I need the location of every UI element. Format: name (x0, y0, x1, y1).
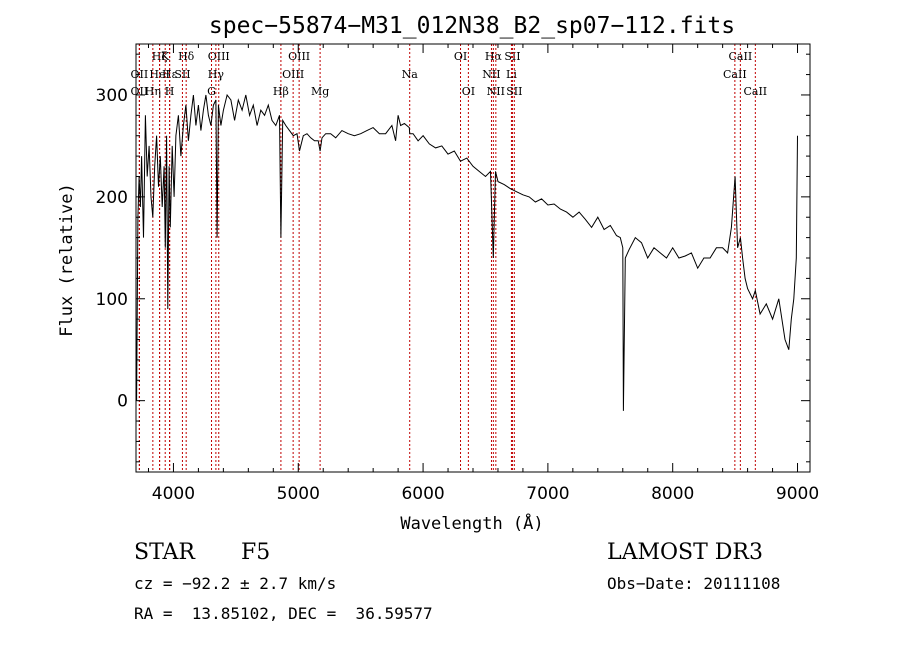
marker-label-23: Li (506, 68, 517, 81)
marker-label-27: CaII (723, 68, 747, 81)
y-tick-label-1: 100 (96, 290, 128, 310)
marker-label-18: OI (454, 50, 467, 63)
marker-label-13: OIII (288, 50, 310, 63)
spectrum-line (136, 93, 798, 411)
marker-label-7: H (165, 85, 175, 98)
object-subclass: F5 (241, 540, 271, 565)
obs-date: Obs−Date: 20111108 (607, 574, 781, 593)
marker-label-26: CaII (729, 50, 753, 63)
marker-label-5: Hη (145, 85, 161, 98)
marker-label-10: OIII (208, 50, 230, 63)
marker-label-12: G (207, 85, 216, 98)
x-tick-label-3: 7000 (526, 484, 569, 504)
marker-label-17: Na (402, 68, 419, 81)
x-tick-label-1: 5000 (277, 484, 320, 504)
marker-label-19: OI (462, 85, 475, 98)
x-tick-label-5: 9000 (776, 484, 819, 504)
survey-name: LAMOST DR3 (607, 540, 763, 565)
marker-label-21: SII (504, 50, 520, 63)
marker-label-28: CaII (743, 85, 767, 98)
marker-label-3: HeI (149, 68, 169, 81)
object-class: STAR (134, 540, 195, 565)
marker-label-16: Mg (311, 85, 329, 98)
marker-label-24: NII (487, 85, 505, 98)
x-axis-label: Wavelength (Å) (400, 512, 543, 534)
marker-label-4: Hε (162, 68, 178, 81)
redshift-info: cz = −92.2 ± 2.7 km/s (134, 574, 337, 593)
y-tick-label-3: 300 (96, 86, 128, 106)
y-tick-label-0: 0 (117, 392, 128, 412)
x-tick-label-4: 8000 (651, 484, 694, 504)
x-tick-label-2: 6000 (401, 484, 444, 504)
line-markers: HζOIIOIIHeIHεHηKHHδSIIOIIIHγGOIIIOIIIHβM… (131, 44, 767, 472)
marker-label-11: Hγ (208, 68, 225, 81)
marker-label-22: NII (482, 68, 500, 81)
marker-label-20: Hα (485, 50, 503, 63)
marker-label-14: OIII (282, 68, 304, 81)
y-axis-label: Flux (relative) (57, 183, 77, 337)
marker-label-25: SII (506, 85, 522, 98)
marker-label-6: K (161, 50, 170, 63)
x-tick-label-0: 4000 (152, 484, 195, 504)
coordinates: RA = 13.85102, DEC = 36.59577 (134, 604, 433, 623)
marker-label-9: SII (174, 68, 190, 81)
axis-ticks: 4000 5000 6000 7000 8000 9000 0 100 200 300 (96, 44, 819, 504)
y-tick-label-2: 200 (96, 188, 128, 208)
chart-title: spec−55874−M31_012N38_B2_sp07−112.fits (209, 13, 735, 39)
marker-label-15: Hβ (273, 85, 289, 98)
marker-label-8: Hδ (178, 50, 195, 63)
